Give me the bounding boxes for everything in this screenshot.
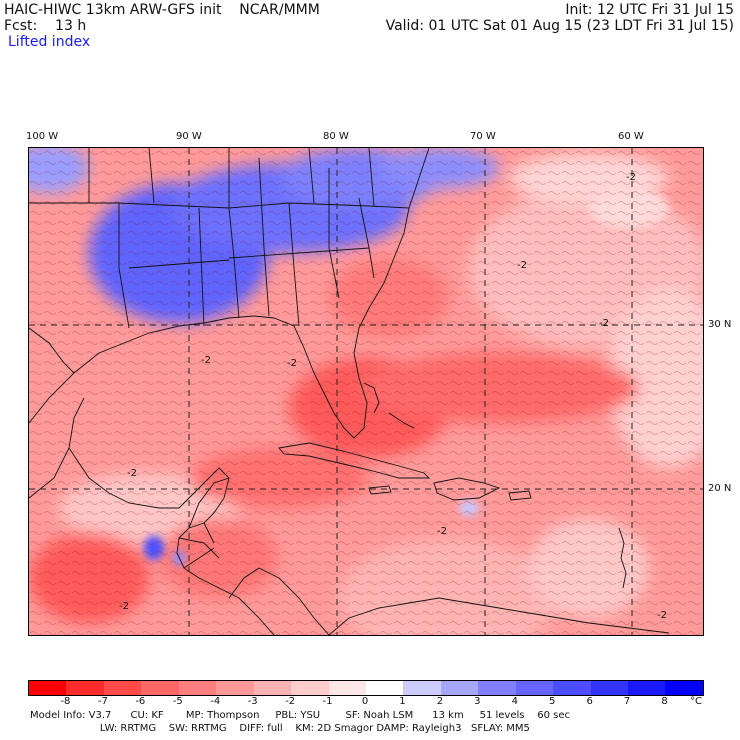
lifted-index-map: -2 -2 -2 -2 -2 -2 -2 -2 -2: [28, 147, 704, 636]
legend-tick-label: 2: [436, 696, 444, 707]
legend-swatch: [553, 681, 591, 695]
legend-tick-label: -1: [322, 696, 333, 707]
legend-swatch: [291, 681, 329, 695]
legend-swatch: [440, 681, 479, 695]
contour-texture: [29, 148, 703, 635]
legend-tick-label: 5: [549, 696, 556, 707]
lon-label-70w: 70 W: [470, 131, 496, 142]
legend-swatch: [515, 681, 554, 695]
init-time: Init: 12 UTC Fri 31 Jul 15: [565, 2, 734, 18]
lat-label-20n: 20 N: [708, 483, 732, 494]
model-info-line2: LW: RRTMG SW: RRTMG DIFF: full KM: 2D Sm…: [30, 723, 530, 734]
legend-tick-label: 3: [474, 696, 481, 707]
lon-label-100w: 100 W: [26, 131, 59, 142]
legend-tick-label: 1: [399, 696, 406, 707]
lon-label-80w: 80 W: [323, 131, 349, 142]
legend-tick-label: -8: [60, 696, 71, 707]
lat-label-30n: 30 N: [708, 319, 732, 330]
legend-tick-label: -6: [135, 696, 146, 707]
color-legend: [28, 680, 704, 696]
coastlines: [29, 148, 670, 635]
map-svg: -2 -2 -2 -2 -2 -2 -2 -2 -2: [29, 148, 703, 635]
contour-label: -2: [517, 260, 527, 271]
contour-label: -2: [599, 318, 609, 329]
contour-label-group: -2 -2 -2 -2 -2 -2 -2 -2 -2: [119, 172, 667, 621]
contour-label: -2: [437, 526, 447, 537]
legend-tick-label: 0: [361, 696, 369, 707]
legend-tick-label: -5: [172, 696, 183, 707]
legend-swatch: [66, 681, 104, 695]
legend-tick-label: 6: [586, 696, 593, 707]
legend-tick-label: 4: [511, 696, 518, 707]
valid-time: Valid: 01 UTC Sat 01 Aug 15 (23 LDT Fri …: [385, 18, 734, 34]
legend-swatch: [328, 681, 366, 695]
contour-label: -2: [119, 601, 129, 612]
legend-tick-label: 7: [623, 696, 631, 707]
lon-label-90w: 90 W: [176, 131, 202, 142]
legend-swatch: [590, 681, 628, 695]
legend-tick-label: -7: [97, 696, 108, 707]
legend-swatch: [365, 681, 404, 695]
contour-label: -2: [287, 358, 297, 369]
legend-tick-label: -4: [210, 696, 221, 707]
contour-label: -2: [201, 355, 211, 366]
contour-label: -2: [626, 172, 636, 183]
legend-swatch: [628, 681, 666, 695]
legend-swatch: [478, 681, 516, 695]
legend-tick-label: 8: [661, 696, 668, 707]
model-info-line1: Model Info: V3.7 CU: KF MP: Thompson PBL…: [30, 710, 570, 721]
legend-swatch: [216, 681, 254, 695]
legend-tick-label: -2: [285, 696, 296, 707]
field-name: Lifted index: [8, 34, 91, 50]
contour-label: -2: [657, 610, 667, 621]
legend-swatch: [141, 681, 179, 695]
lat-lon-grid: [29, 148, 703, 635]
legend-swatch: [103, 681, 142, 695]
lon-label-60w: 60 W: [618, 131, 644, 142]
legend-swatch: [253, 681, 292, 695]
legend-tick-label: -3: [247, 696, 258, 707]
legend-swatch: [665, 681, 703, 695]
legend-swatch: [403, 681, 441, 695]
legend-unit: °C: [690, 696, 702, 707]
legend-swatch: [178, 681, 217, 695]
legend-swatch: [29, 681, 67, 695]
map-title: HAIC-HIWC 13km ARW-GFS init NCAR/MMM: [4, 2, 320, 18]
contour-label: -2: [127, 468, 137, 479]
forecast-hour: Fcst: 13 h: [4, 18, 87, 34]
